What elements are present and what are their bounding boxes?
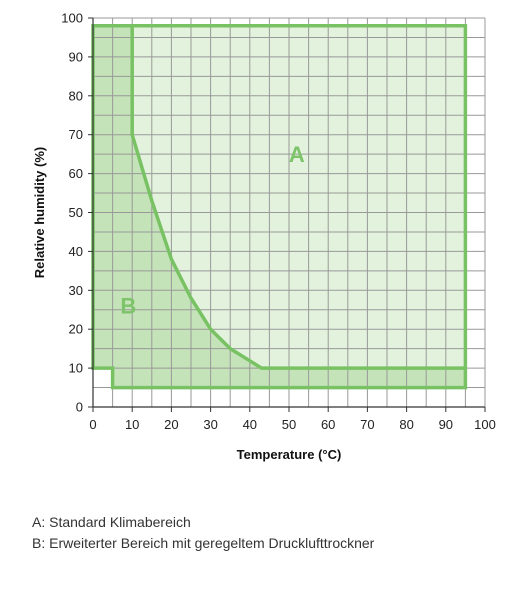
region-b-fill [93,25,466,388]
x-tick-label: 30 [203,417,217,432]
x-tick-label: 60 [321,417,335,432]
y-tick-label: 10 [69,361,83,376]
region-label-a: A [289,142,305,167]
legend-item-b: B: Erweiterter Bereich mit geregeltem Dr… [32,535,375,551]
x-tick-label: 40 [243,417,257,432]
region-label-b: B [120,294,136,319]
region-b-boundary-curve [130,25,466,370]
y-tick-label: 70 [69,127,83,142]
y-tick-label: 50 [69,205,83,220]
y-tick-label: 0 [76,400,83,415]
y-tick-label: 30 [69,283,83,298]
legend-item-a: A: Standard Klimabereich [32,514,191,530]
x-axis-title: Temperature (°C) [237,447,342,462]
y-tick-label: 90 [69,49,83,64]
y-tick-label: 20 [69,322,83,337]
x-tick-label: 70 [360,417,374,432]
humidity-temperature-chart: 0 10 20 30 40 50 60 70 80 90 100 0 10 20 30 40 50 60 70 80 9… [32,11,496,463]
y-tick-label: 80 [69,88,83,103]
x-tick-label: 20 [164,417,178,432]
legend: A: Standard Klimabereich B: Erweiterter … [32,512,374,554]
x-tick-label: 10 [125,417,139,432]
x-tick-label: 90 [439,417,453,432]
y-tick-label: 40 [69,244,83,259]
x-tick-label: 100 [474,417,496,432]
x-tick-label: 0 [89,417,96,432]
x-tick-label: 80 [399,417,413,432]
chart-area: 0 10 20 30 40 50 60 70 80 90 100 0 10 20 30 40 50 60 70 80 9… [32,11,496,463]
y-axis-title: Relative humidity (%) [32,147,47,278]
y-tick-label: 60 [69,166,83,181]
y-tick-label: 100 [61,11,83,26]
x-tick-label: 50 [282,417,296,432]
